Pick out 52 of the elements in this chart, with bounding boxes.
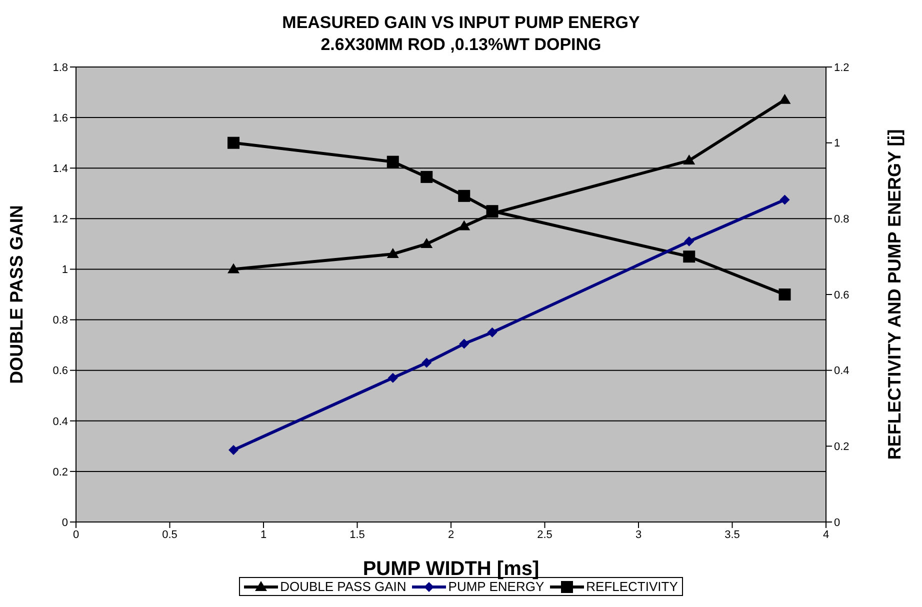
y-tick-label: 0.4	[52, 416, 68, 428]
point	[458, 190, 470, 202]
y2-tick-label: 1	[834, 138, 840, 150]
y2-tick-label: 1.2	[834, 62, 850, 74]
y-tick-label: 1	[62, 264, 68, 276]
y-tick-label: 1.8	[52, 62, 68, 74]
point	[487, 327, 498, 338]
x-tick-label: 2	[448, 528, 454, 541]
chart-subtitle: 2.6X30MM ROD ,0.13%WT DOPING	[320, 34, 602, 56]
y2-tick-label: 0.8	[834, 214, 850, 226]
x-tick-label: 1.5	[350, 528, 365, 541]
point	[420, 238, 433, 248]
y-tick-label: 1.6	[52, 112, 68, 124]
point	[228, 444, 238, 455]
y-tick-label: 1.4	[52, 163, 68, 176]
y2-tick-label: 0.4	[834, 365, 850, 378]
y-tick-label: 0.8	[52, 314, 68, 327]
x-tick-label: 0.5	[162, 528, 178, 541]
y2-tick-label: 0.6	[834, 289, 850, 302]
point	[683, 154, 696, 165]
point	[684, 236, 694, 246]
point	[683, 250, 696, 263]
y-axis-title: DOUBLE PASS GAIN	[6, 205, 26, 384]
y2-tick-label: 0.2	[834, 441, 850, 454]
y2-axis-title: REFLECTIVITY AND PUMP ENERGY [j]	[884, 129, 904, 460]
point	[778, 288, 791, 300]
x-axis-title: PUMP WIDTH [ms]	[362, 558, 540, 580]
x-tick-label: 2.5	[537, 528, 552, 541]
point	[780, 194, 790, 205]
y-tick-label: 0.6	[52, 365, 68, 378]
y-tick-label: 0	[62, 516, 68, 529]
y-tick-label: 0.2	[52, 466, 68, 478]
y-tick-label: 1.2	[52, 214, 68, 226]
y2-tick-label: 0	[834, 516, 840, 529]
legend-label: REFLECTIVITY	[586, 579, 678, 594]
legend-label: PUMP ENERGY	[448, 579, 544, 594]
point	[386, 156, 399, 168]
point	[388, 372, 398, 383]
point	[386, 248, 399, 258]
point	[459, 338, 470, 349]
legend-label: DOUBLE PASS GAIN	[280, 579, 406, 594]
point	[422, 358, 432, 368]
x-tick-label: 1	[260, 528, 267, 541]
x-tick-label: 0	[72, 528, 80, 541]
point	[420, 170, 433, 183]
x-tick-label: 3	[635, 528, 642, 541]
x-tick-label: 3.5	[724, 528, 740, 541]
point	[228, 136, 240, 149]
point	[458, 220, 470, 230]
chart-title: MEASURED GAIN VS INPUT PUMP ENERGY	[281, 12, 641, 34]
point	[228, 263, 240, 274]
x-tick-label: 4	[822, 528, 830, 541]
